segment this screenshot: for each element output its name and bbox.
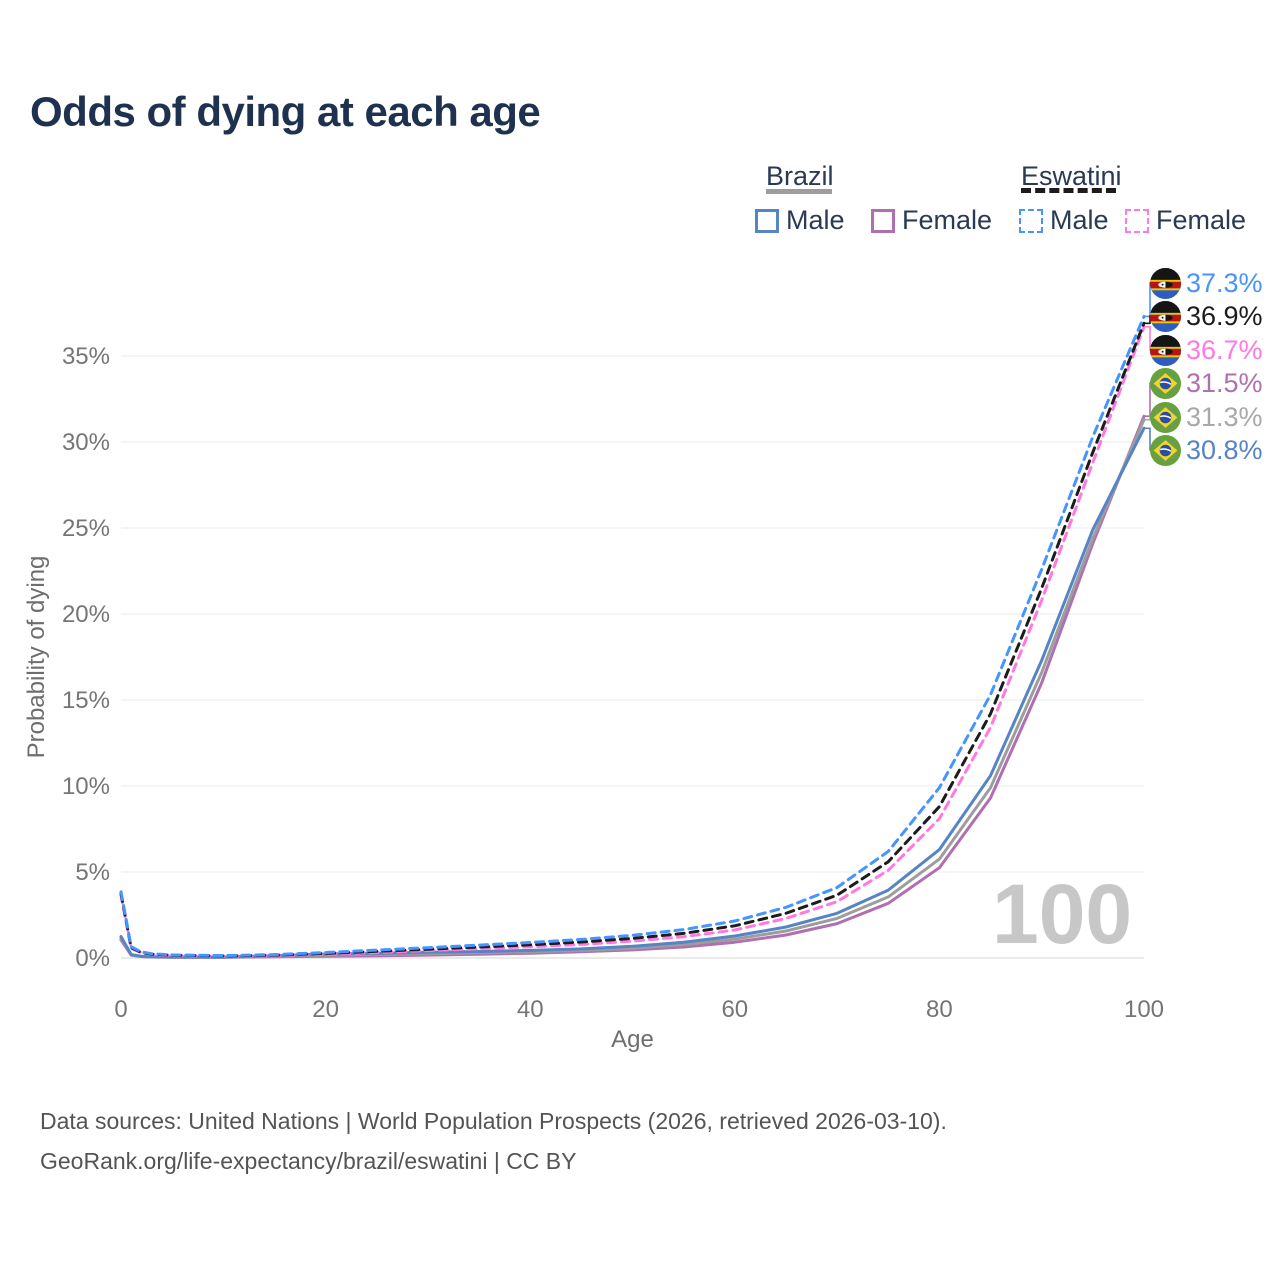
- end-label-eswatini-female: 36.7%: [1150, 334, 1263, 366]
- y-axis-title: Probability of dying: [23, 556, 50, 759]
- end-label-brazil-male: 30.8%: [1150, 434, 1263, 466]
- brazil-female-checkbox-icon[interactable]: [871, 208, 895, 233]
- y-tick-label: 30%: [62, 429, 110, 456]
- legend-item-brazil-female[interactable]: Female: [871, 205, 992, 236]
- end-value: 31.3%: [1186, 401, 1263, 432]
- eswatini-female-checkbox-icon[interactable]: [1125, 208, 1149, 233]
- end-value: 31.5%: [1186, 367, 1263, 398]
- y-tick-label: 5%: [75, 859, 110, 886]
- y-tick-label: 15%: [62, 687, 110, 714]
- series-line-brazil_female: [119, 414, 1146, 959]
- legend-item-label: Male: [786, 205, 845, 235]
- legend-group-brazil-label: Brazil: [766, 161, 834, 191]
- x-tick-label: 60: [721, 996, 748, 1023]
- end-value: 30.8%: [1186, 434, 1263, 465]
- end-value: 36.7%: [1186, 334, 1263, 365]
- legend-group-eswatini-label: Eswatini: [1021, 161, 1122, 191]
- age-watermark: 100: [992, 867, 1133, 961]
- eswatini-flag-icon: [1150, 300, 1181, 332]
- eswatini-male-checkbox-icon[interactable]: [1019, 208, 1043, 233]
- x-axis-title: Age: [611, 1026, 654, 1053]
- legend-item-eswatini-male[interactable]: Male: [1019, 205, 1109, 236]
- legend-brazil-line-sample: [766, 189, 832, 194]
- series-line-eswatini_male: [119, 314, 1146, 958]
- end-label-brazil-female: 31.5%: [1150, 367, 1263, 399]
- y-tick-label: 25%: [62, 515, 110, 542]
- page-title: Odds of dying at each age: [30, 88, 541, 135]
- y-tick-label: 20%: [62, 601, 110, 628]
- x-tick-label: 80: [926, 996, 953, 1023]
- end-value: 36.9%: [1186, 300, 1263, 331]
- legend-item-brazil-male[interactable]: Male: [755, 205, 845, 236]
- y-tick-label: 0%: [75, 945, 110, 972]
- brazil-flag-icon: [1150, 367, 1181, 399]
- x-tick-label: 0: [114, 996, 127, 1023]
- series-line-brazil_male: [119, 426, 1146, 959]
- legend-item-label: Female: [1156, 205, 1247, 235]
- brazil-male-checkbox-icon[interactable]: [755, 208, 779, 233]
- end-label-eswatini-male: 37.3%: [1150, 267, 1263, 299]
- x-tick-label: 100: [1124, 996, 1164, 1023]
- legend-item-label: Female: [902, 205, 993, 235]
- x-tick-label: 40: [517, 996, 544, 1023]
- legend-eswatini-line-sample: [1021, 188, 1116, 193]
- brazil-flag-icon: [1150, 434, 1181, 466]
- series-line-eswatini_female: [119, 325, 1146, 958]
- end-label-brazil-total: 31.3%: [1150, 401, 1263, 433]
- legend-item-label: Male: [1050, 205, 1109, 235]
- attribution-line: GeoRank.org/life-expectancy/brazil/eswat…: [40, 1148, 577, 1174]
- data-source-line: Data sources: United Nations | World Pop…: [40, 1108, 947, 1134]
- end-value: 37.3%: [1186, 267, 1263, 298]
- series-line-brazil_total: [119, 418, 1146, 959]
- brazil-flag-icon: [1150, 401, 1181, 433]
- end-label-eswatini-total: 36.9%: [1150, 300, 1263, 332]
- y-tick-label: 35%: [62, 343, 110, 370]
- legend-item-eswatini-female[interactable]: Female: [1125, 205, 1246, 236]
- series-line-eswatini_total: [119, 321, 1146, 958]
- x-tick-label: 20: [312, 996, 339, 1023]
- eswatini-flag-icon: [1150, 267, 1181, 299]
- y-tick-label: 10%: [62, 773, 110, 800]
- eswatini-flag-icon: [1150, 334, 1181, 366]
